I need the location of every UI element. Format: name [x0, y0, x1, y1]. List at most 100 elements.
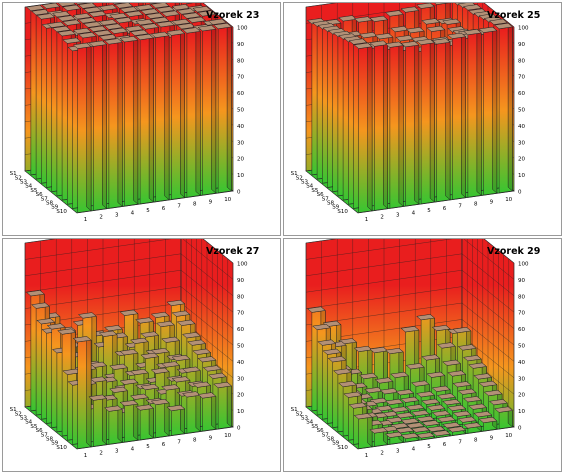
- z-tick-label: 0: [237, 190, 241, 196]
- z-tick-label: 40: [237, 124, 244, 130]
- x-tick-label: 4: [131, 210, 135, 216]
- z-tick-label: 30: [518, 140, 525, 146]
- x-tick-label: 4: [131, 446, 135, 452]
- bar: [494, 22, 514, 194]
- z-tick-label: 20: [237, 393, 244, 399]
- y-tick-label: S5: [30, 188, 37, 194]
- y-tick-label: S8: [327, 437, 334, 443]
- y-tick-label: S2: [15, 411, 22, 417]
- z-tick-label: 50: [518, 344, 525, 350]
- y-tick-label: S10: [337, 209, 348, 215]
- chart-title: Vzorek 25: [487, 10, 541, 21]
- y-tick-label: S3: [301, 180, 308, 186]
- x-tick-label: 5: [146, 208, 150, 214]
- z-tick-label: 0: [518, 426, 522, 432]
- chart-panel-vzorek-23: 0 10 20 30 40 50 60 70 80 90 100 1 2 3 4 5 6 7 8 9 10 S1 S2 S3 S…: [2, 2, 281, 236]
- bar: [213, 381, 233, 430]
- y-tick-label: S9: [332, 205, 339, 211]
- bar: [462, 28, 482, 198]
- y-tick-label: S4: [25, 184, 32, 190]
- y-tick-label: S3: [20, 416, 27, 422]
- y-tick-label: S9: [332, 441, 339, 447]
- z-tick-label: 10: [237, 173, 244, 179]
- x-tick-label: 5: [146, 444, 150, 450]
- y-tick-label: S10: [56, 445, 67, 451]
- bars: [306, 3, 514, 213]
- bar: [353, 42, 373, 213]
- x-tick-label: 7: [177, 204, 181, 210]
- bar: [400, 40, 420, 207]
- x-tick-label: 2: [99, 451, 103, 457]
- bar: [431, 429, 451, 438]
- z-tick-label: 20: [518, 393, 525, 399]
- z-tick-label: 50: [237, 344, 244, 350]
- y-tick-label: S2: [15, 175, 22, 181]
- x-tick-label: 10: [505, 197, 512, 203]
- bar: [88, 40, 108, 211]
- bar: [431, 38, 451, 202]
- x-tick-label: 2: [380, 215, 384, 221]
- y-tick-label: S6: [36, 428, 43, 434]
- bar: [166, 404, 186, 436]
- z-tick-label: 0: [237, 426, 241, 432]
- bar: [135, 33, 155, 205]
- z-tick-label: 30: [237, 376, 244, 382]
- x-tick-label: 3: [115, 449, 119, 455]
- bar: [103, 405, 123, 445]
- bar: [369, 40, 389, 211]
- bar: [119, 399, 139, 443]
- bar: [447, 32, 467, 200]
- bar: [478, 26, 498, 196]
- bar: [103, 38, 123, 209]
- y-tick-label: S1: [291, 407, 298, 413]
- bars: [25, 3, 233, 213]
- z-tick-label: 70: [518, 75, 525, 81]
- y-tick-label: S6: [317, 192, 324, 198]
- bar: [447, 426, 467, 436]
- x-tick-label: 5: [427, 208, 431, 214]
- z-tick-label: 80: [237, 58, 244, 64]
- x-tick-label: 9: [209, 199, 213, 205]
- bar: [197, 392, 217, 432]
- x-tick-label: 6: [443, 206, 447, 212]
- bar: [416, 432, 436, 441]
- x-tick-label: 10: [505, 433, 512, 439]
- z-tick-label: 60: [237, 91, 244, 97]
- bar: [72, 335, 92, 449]
- chart-title: Vzorek 29: [487, 246, 541, 257]
- bar: [353, 412, 373, 449]
- bar: [119, 35, 139, 207]
- y-tick-label: S3: [301, 416, 308, 422]
- y-tick-label: S7: [41, 196, 48, 202]
- x-tick-label: 7: [458, 440, 462, 446]
- bar: [462, 422, 482, 434]
- bar: [150, 31, 170, 202]
- z-tick-label: 80: [518, 58, 525, 64]
- chart-title: Vzorek 23: [206, 10, 260, 21]
- z-tick-label: 20: [237, 157, 244, 163]
- x-tick-label: 7: [177, 440, 181, 446]
- z-tick-label: 10: [237, 409, 244, 415]
- bar: [384, 41, 404, 209]
- x-tick-label: 7: [458, 204, 462, 210]
- y-tick-label: S1: [10, 407, 17, 413]
- y-tick-label: S10: [56, 209, 67, 215]
- z-tick-label: 10: [518, 173, 525, 179]
- z-tick-label: 30: [237, 140, 244, 146]
- x-tick-label: 8: [193, 438, 197, 444]
- bars: [25, 289, 233, 449]
- y-tick-label: S7: [322, 196, 329, 202]
- x-tick-label: 4: [412, 446, 416, 452]
- y-tick-label: S9: [51, 441, 58, 447]
- x-tick-label: 1: [365, 453, 369, 459]
- y-tick-label: S10: [337, 445, 348, 451]
- bar: [197, 24, 217, 196]
- bar: [150, 398, 170, 438]
- y-tick-label: S2: [296, 411, 303, 417]
- y-tick-label: S7: [41, 432, 48, 438]
- z-tick-label: 90: [518, 42, 525, 48]
- y-tick-label: S5: [311, 424, 318, 430]
